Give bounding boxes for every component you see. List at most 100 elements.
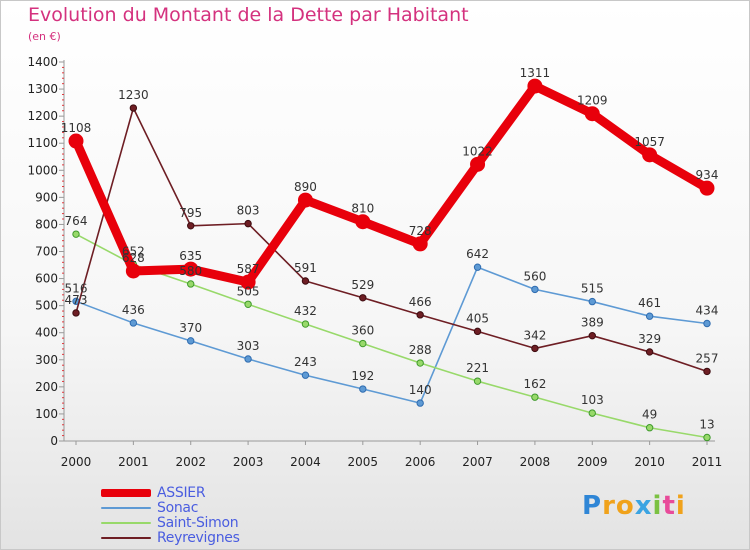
y-tick-label: 800 <box>35 217 58 231</box>
data-point-saint-simon <box>244 300 252 308</box>
data-point-saint-simon <box>416 359 424 367</box>
y-tick-label: 200 <box>35 380 58 394</box>
data-label-saint-simon: 288 <box>409 343 432 357</box>
y-tick-label: 900 <box>35 190 58 204</box>
y-tick-label: 600 <box>35 272 58 286</box>
data-point-sonac <box>645 312 654 320</box>
legend-swatch <box>101 507 151 509</box>
x-tick-label: 2002 <box>175 455 206 469</box>
data-label-assier: 890 <box>294 180 317 194</box>
y-tick-label: 300 <box>35 353 58 367</box>
data-point-reyrevignes <box>588 331 596 340</box>
series-line-assier <box>71 81 712 287</box>
data-point-assier <box>183 261 199 277</box>
legend-label: Sonac <box>157 500 199 516</box>
data-label-assier: 628 <box>122 251 145 265</box>
data-point-reyrevignes <box>187 222 195 230</box>
x-tick-label: 2000 <box>61 455 92 469</box>
series-layer <box>68 78 715 442</box>
data-point-reyrevignes <box>645 348 654 356</box>
data-label-sonac: 192 <box>351 369 374 383</box>
data-label-sonac: 243 <box>294 355 317 369</box>
data-label-sonac: 434 <box>696 304 719 318</box>
data-label-assier: 587 <box>237 262 260 276</box>
data-label-saint-simon: 221 <box>466 361 489 375</box>
chart-axes: 0 100 200 300 400 500 600 700 800 900 1000 1100 1200… <box>27 55 722 469</box>
x-tick-label: 2007 <box>462 455 493 469</box>
data-label-sonac: 515 <box>581 282 604 296</box>
y-tick-label: 400 <box>35 326 58 340</box>
data-point-saint-simon <box>703 433 711 442</box>
data-label-saint-simon: 162 <box>523 377 546 391</box>
legend-swatch <box>101 489 151 497</box>
data-label-assier: 1022 <box>462 144 493 158</box>
data-point-assier <box>355 214 371 230</box>
y-tick-label: 1400 <box>27 55 58 69</box>
x-tick-label: 2010 <box>634 455 665 469</box>
data-label-sonac: 370 <box>179 321 202 335</box>
data-label-reyrevignes: 389 <box>581 316 604 330</box>
data-point-sonac <box>531 285 539 294</box>
data-label-assier: 1209 <box>577 94 608 108</box>
data-label-assier: 1108 <box>61 121 92 135</box>
data-label-saint-simon: 49 <box>642 408 657 422</box>
data-point-saint-simon <box>187 280 195 288</box>
data-point-reyrevignes <box>129 104 138 112</box>
series-line-saint-simon <box>75 233 708 439</box>
data-label-assier: 635 <box>179 249 202 263</box>
data-point-sonac <box>244 355 252 363</box>
data-label-reyrevignes: 1230 <box>118 88 149 102</box>
data-point-assier <box>125 263 141 279</box>
x-tick-label: 2009 <box>577 455 608 469</box>
y-tick-label: 1300 <box>27 82 58 96</box>
data-point-saint-simon <box>301 320 310 328</box>
y-tick-label: 1100 <box>27 136 58 150</box>
data-label-assier: 934 <box>696 168 719 182</box>
data-point-sonac <box>416 399 424 407</box>
legend-swatch <box>101 537 151 539</box>
legend-label: Saint-Simon <box>157 515 239 531</box>
data-point-reyrevignes <box>473 327 482 336</box>
legend-label: ASSIER <box>157 485 206 501</box>
data-label-reyrevignes: 473 <box>65 293 88 307</box>
data-label-sonac: 140 <box>409 383 432 397</box>
data-point-saint-simon <box>645 424 654 432</box>
data-point-reyrevignes <box>703 367 711 376</box>
data-point-reyrevignes <box>244 219 252 228</box>
x-tick-label: 2004 <box>290 455 321 469</box>
data-labels-layer: 1108 628 635 587 890 810 728 1022 1311 1209 1057 93… <box>61 66 719 431</box>
data-point-assier <box>527 78 543 94</box>
data-point-reyrevignes <box>531 344 539 353</box>
data-point-sonac <box>187 337 195 345</box>
data-label-reyrevignes: 529 <box>351 278 374 292</box>
series-line-reyrevignes <box>75 107 708 373</box>
data-point-saint-simon <box>531 393 539 401</box>
data-label-saint-simon: 13 <box>699 417 714 431</box>
proxiti-logo: Proxiti <box>582 491 686 521</box>
data-label-reyrevignes: 466 <box>409 295 432 309</box>
data-point-sonac <box>703 319 711 328</box>
data-point-assier <box>297 192 313 208</box>
data-point-saint-simon <box>359 339 367 348</box>
data-label-sonac: 560 <box>523 269 546 283</box>
y-tick-label: 1200 <box>27 109 58 123</box>
series-line-sonac <box>75 266 708 404</box>
data-label-saint-simon: 432 <box>294 304 317 318</box>
data-point-assier <box>470 156 486 172</box>
x-tick-label: 2001 <box>118 455 149 469</box>
chart-title: Evolution du Montant de la Dette par Hab… <box>28 4 469 26</box>
data-label-assier: 1057 <box>634 135 665 149</box>
data-label-assier: 1311 <box>520 66 551 80</box>
data-label-assier: 810 <box>351 202 374 216</box>
data-point-assier <box>68 133 84 149</box>
data-label-reyrevignes: 405 <box>466 311 489 325</box>
data-point-sonac <box>588 297 596 306</box>
data-label-assier: 728 <box>409 224 432 238</box>
data-label-reyrevignes: 342 <box>523 328 546 342</box>
legend-label: Reyrevignes <box>157 530 240 546</box>
data-label-reyrevignes: 795 <box>179 206 202 220</box>
data-point-sonac <box>301 371 310 379</box>
data-point-reyrevignes <box>72 309 80 317</box>
